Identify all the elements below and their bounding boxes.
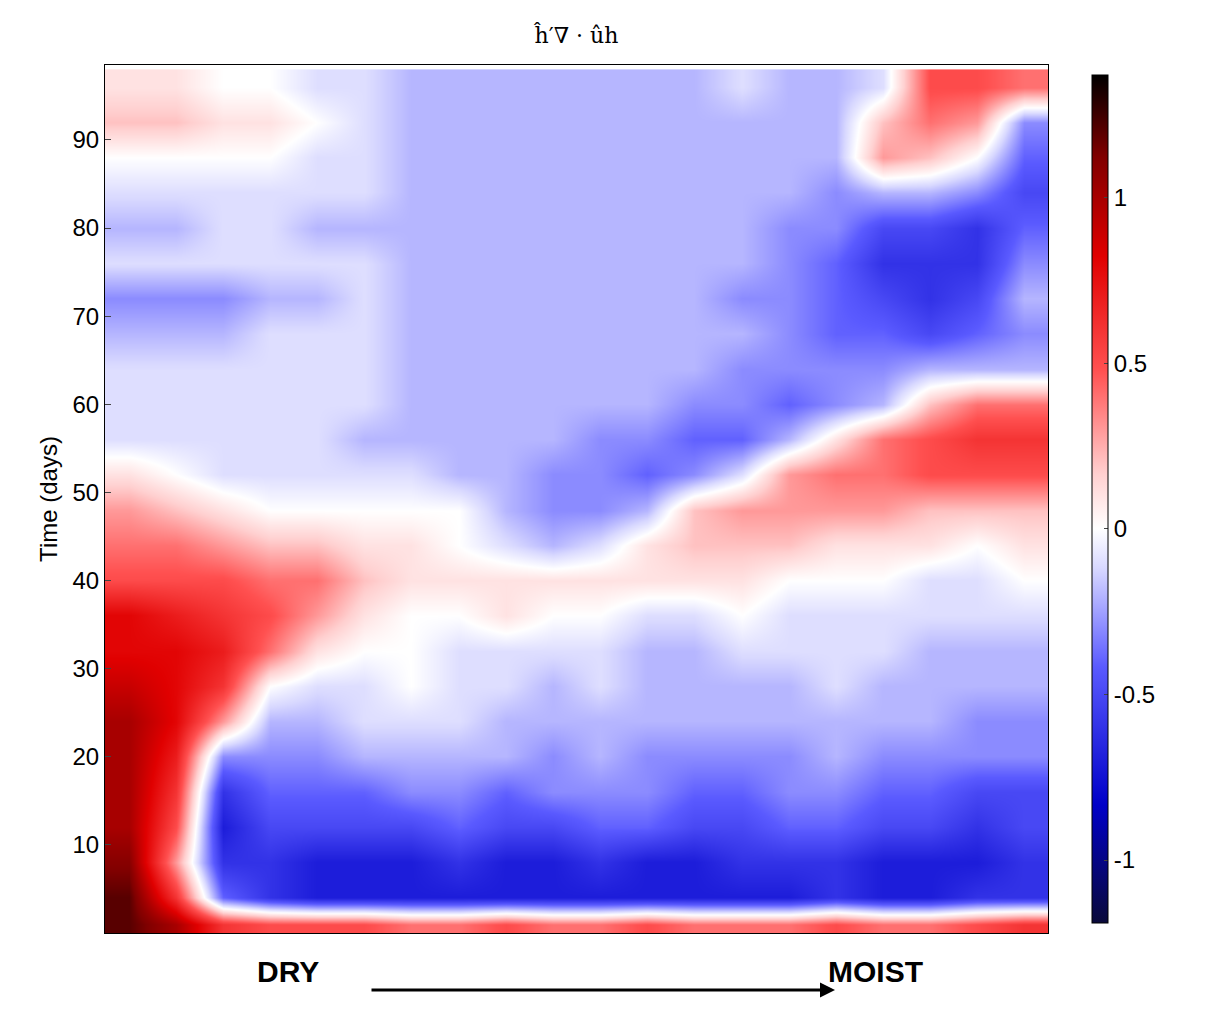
svg-text:20: 20: [72, 743, 99, 770]
svg-text:0.5: 0.5: [1114, 350, 1147, 377]
svg-text:DRY: DRY: [257, 955, 319, 988]
svg-text:MOIST: MOIST: [828, 955, 923, 988]
svg-text:1: 1: [1114, 184, 1127, 211]
svg-text:40: 40: [72, 567, 99, 594]
svg-text:-1: -1: [1114, 846, 1135, 873]
svg-text:0: 0: [1114, 515, 1127, 542]
svg-text:70: 70: [72, 303, 99, 330]
svg-text:10: 10: [72, 831, 99, 858]
svg-text:-0.5: -0.5: [1114, 681, 1155, 708]
svg-text:ĥ′∇ · ûh: ĥ′∇ · ûh: [534, 22, 619, 48]
svg-text:80: 80: [72, 214, 99, 241]
svg-text:90: 90: [72, 126, 99, 153]
svg-text:30: 30: [72, 655, 99, 682]
svg-text:50: 50: [72, 479, 99, 506]
svg-text:Time (days): Time (days): [35, 436, 62, 562]
svg-text:60: 60: [72, 391, 99, 418]
